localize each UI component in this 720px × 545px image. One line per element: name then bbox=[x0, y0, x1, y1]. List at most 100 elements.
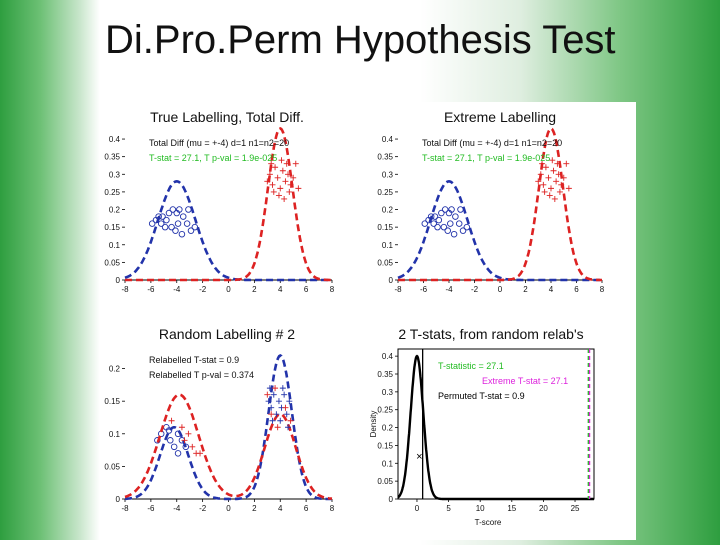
data-point bbox=[282, 404, 289, 411]
data-point bbox=[275, 192, 282, 199]
x-tick-label: 25 bbox=[571, 504, 580, 513]
data-point bbox=[185, 206, 192, 213]
data-point bbox=[179, 213, 187, 220]
figure-panel: True Labelling, Total Diff. -8 -6 -4 -2 0 2 4 6 8… bbox=[101, 102, 636, 540]
data-point bbox=[542, 164, 549, 171]
data-point bbox=[274, 174, 281, 181]
data-point bbox=[183, 220, 191, 227]
y-tick-label: 0.15 bbox=[104, 397, 120, 406]
data-point bbox=[553, 178, 560, 185]
data-point bbox=[279, 385, 286, 392]
x-tick-label: -4 bbox=[173, 504, 181, 513]
data-point bbox=[565, 185, 572, 192]
x-tick-label: 8 bbox=[600, 285, 605, 294]
y-tick-label: 0.25 bbox=[377, 188, 393, 197]
data-point bbox=[174, 220, 182, 227]
marker-point: × bbox=[416, 451, 422, 463]
data-point bbox=[278, 157, 285, 164]
x-tick-label: -2 bbox=[199, 285, 207, 294]
data-point bbox=[450, 230, 458, 238]
x-tick-label: 6 bbox=[304, 285, 309, 294]
data-point bbox=[283, 160, 290, 167]
data-point bbox=[554, 160, 561, 167]
data-point bbox=[182, 443, 190, 451]
data-point bbox=[273, 411, 280, 418]
y-tick-label: 0.05 bbox=[377, 258, 393, 267]
data-point bbox=[563, 160, 570, 167]
x-tick-label: 4 bbox=[549, 285, 554, 294]
data-point bbox=[268, 404, 275, 411]
y-tick-label: 0.1 bbox=[109, 241, 121, 250]
annotation-text: Total Diff (mu = +-4) d=1 n1=n2=20 bbox=[422, 138, 562, 148]
data-point bbox=[548, 185, 554, 192]
y-tick-label: 0.25 bbox=[104, 188, 120, 197]
data-point bbox=[191, 223, 199, 231]
data-point bbox=[431, 213, 439, 220]
y-tick-label: 0.4 bbox=[382, 135, 394, 144]
data-point bbox=[279, 167, 286, 174]
data-point bbox=[447, 220, 454, 227]
x-tick-label: 8 bbox=[330, 285, 335, 294]
data-point bbox=[268, 160, 275, 167]
data-point bbox=[176, 206, 183, 213]
y-tick-label: 0.35 bbox=[377, 153, 393, 162]
data-point bbox=[550, 167, 557, 174]
data-point bbox=[274, 424, 281, 431]
x-tick-label: 10 bbox=[476, 504, 485, 513]
data-point bbox=[165, 427, 173, 434]
data-point bbox=[555, 171, 562, 178]
annotation-text: T-stat = 27.1, T p-val = 1.9e-025 bbox=[149, 153, 277, 163]
green-gradient-band bbox=[0, 0, 100, 540]
data-point bbox=[148, 220, 156, 227]
x-tick-label: 0 bbox=[498, 285, 503, 294]
data-point bbox=[264, 391, 271, 398]
data-point bbox=[281, 195, 288, 202]
data-point bbox=[165, 209, 173, 217]
data-point bbox=[169, 206, 177, 213]
data-point bbox=[430, 220, 437, 227]
data-point bbox=[286, 398, 293, 405]
data-point bbox=[281, 391, 288, 398]
y-tick-label: 0.2 bbox=[382, 424, 394, 433]
data-point bbox=[272, 385, 279, 392]
annotation-text: Relabelled T p-val = 0.374 bbox=[149, 370, 254, 380]
x-tick-label: -6 bbox=[147, 285, 155, 294]
y-tick-label: 0.25 bbox=[377, 406, 393, 415]
slide-title: Di.Pro.Perm Hypothesis Test bbox=[105, 18, 616, 62]
data-point bbox=[556, 188, 563, 195]
data-point bbox=[168, 223, 175, 231]
annotation-text: Total Diff (mu = +-4) d=1 n1=n2=20 bbox=[149, 138, 289, 148]
data-point bbox=[537, 171, 544, 178]
data-point bbox=[545, 174, 552, 181]
data-point bbox=[292, 160, 299, 167]
data-point bbox=[174, 430, 182, 438]
y-tick-label: 0.1 bbox=[109, 430, 121, 439]
x-tick-label: 2 bbox=[252, 285, 257, 294]
y-tick-label: 0.3 bbox=[382, 388, 394, 397]
data-point bbox=[560, 174, 567, 181]
red-density-curve bbox=[124, 393, 333, 500]
data-point bbox=[275, 398, 282, 405]
x-tick-label: -6 bbox=[420, 285, 428, 294]
y-tick-label: 0.4 bbox=[382, 352, 394, 361]
y-tick-label: 0 bbox=[389, 276, 394, 285]
data-point bbox=[270, 391, 277, 398]
x-tick-label: 0 bbox=[226, 504, 231, 513]
data-point bbox=[157, 220, 165, 227]
data-point bbox=[540, 181, 547, 188]
legend-entry: T-statistic = 27.1 bbox=[438, 361, 504, 371]
data-point bbox=[558, 181, 565, 188]
data-point bbox=[170, 443, 178, 451]
permutation-density-curve bbox=[397, 354, 594, 501]
y-tick-label: 0.05 bbox=[104, 258, 120, 267]
data-point bbox=[277, 185, 284, 192]
x-tick-label: 20 bbox=[539, 504, 548, 513]
data-point bbox=[438, 209, 445, 217]
data-point bbox=[269, 417, 276, 424]
chart-title: 2 T-stats, from random relab's bbox=[398, 326, 583, 342]
data-point bbox=[455, 220, 463, 227]
y-tick-label: 0.15 bbox=[377, 441, 393, 450]
y-tick-label: 0.3 bbox=[382, 170, 394, 179]
data-point bbox=[282, 178, 289, 185]
legend-entry: Permuted T-stat = 0.9 bbox=[438, 391, 525, 401]
